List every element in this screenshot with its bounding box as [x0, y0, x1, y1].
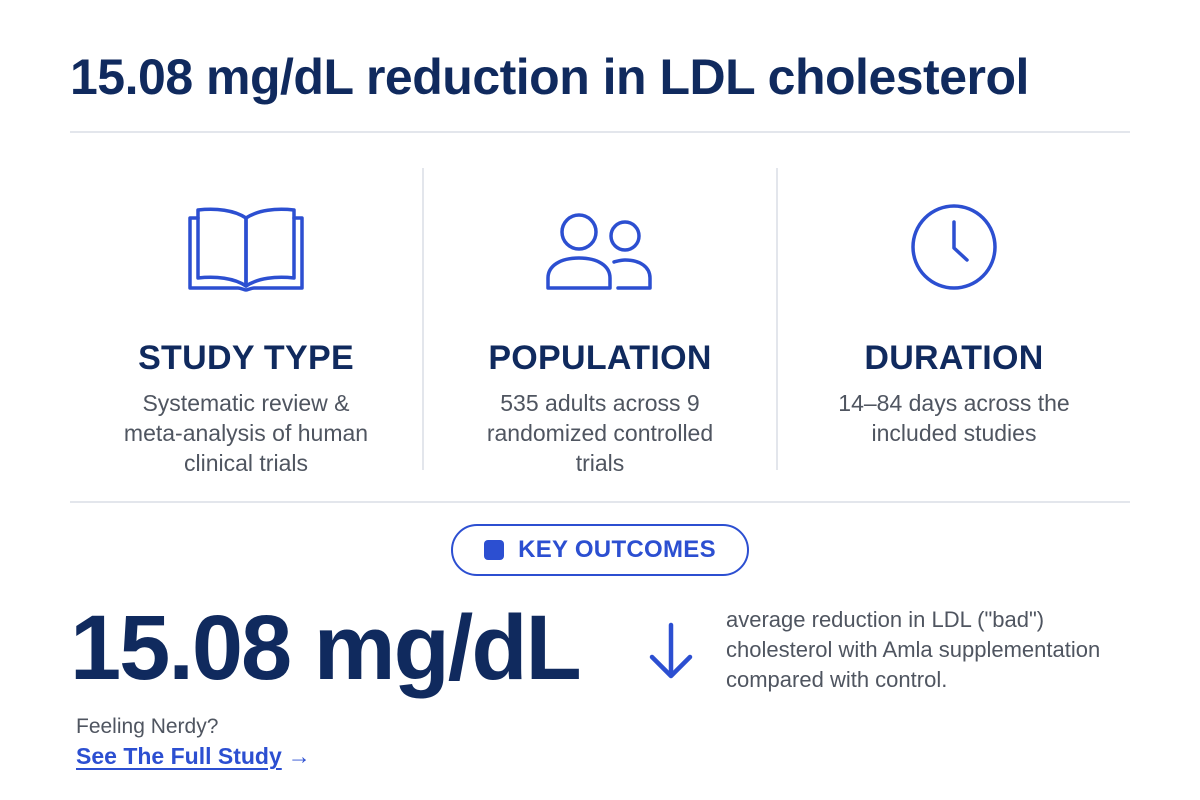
middle-divider — [70, 501, 1130, 503]
outcome-description: average reduction in LDL ("bad") cholest… — [726, 607, 1101, 692]
stat-duration: DURATION 14–84 days across the included … — [776, 168, 1130, 470]
clock-icon — [778, 188, 1130, 292]
open-book-icon — [70, 188, 422, 292]
top-divider — [70, 131, 1130, 133]
see-full-study-label: See The Full Study — [76, 743, 282, 769]
stat-title: POPULATION — [488, 339, 712, 377]
page-title: 15.08 mg/dL reduction in LDL cholesterol — [70, 49, 1029, 105]
people-icon — [424, 188, 776, 292]
stat-population: POPULATION 535 adults across 9 randomize… — [422, 168, 776, 476]
right-arrow-icon: → — [287, 743, 311, 769]
square-bullet-icon — [484, 540, 505, 560]
feeling-nerdy-text: Feeling Nerdy? — [76, 715, 219, 738]
stat-description: Systematic review & meta-analysis of hum… — [123, 390, 369, 476]
stat-description: 14–84 days across the included studies — [838, 390, 1070, 446]
stat-study-type: STUDY TYPE Systematic review & meta-anal… — [70, 168, 422, 476]
down-arrow-icon — [648, 622, 694, 685]
see-full-study-link[interactable]: See The Full Study → — [76, 743, 311, 770]
key-outcomes-badge: KEY OUTCOMES — [451, 524, 749, 576]
outcome-value: 15.08 mg/dL — [70, 597, 582, 699]
stat-description: 535 adults across 9 randomized controlle… — [486, 390, 714, 476]
stat-title: STUDY TYPE — [138, 339, 354, 377]
stats-row: STUDY TYPE Systematic review & meta-anal… — [70, 168, 1130, 476]
stat-title: DURATION — [864, 339, 1044, 377]
key-outcomes-label: KEY OUTCOMES — [518, 536, 716, 563]
